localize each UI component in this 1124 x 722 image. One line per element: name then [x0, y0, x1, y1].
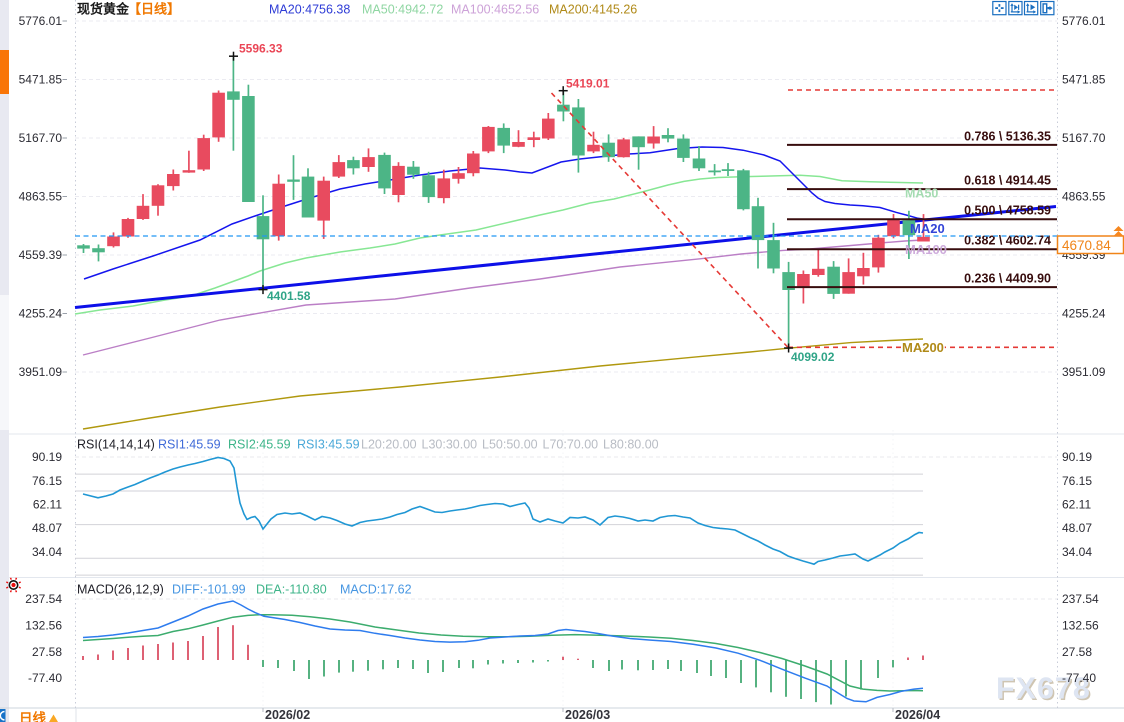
svg-text:3951.09: 3951.09	[19, 365, 63, 379]
svg-text:MACD:17.62: MACD:17.62	[340, 583, 412, 597]
svg-text:62.11: 62.11	[33, 498, 62, 512]
svg-text:0.382 \ 4602.74: 0.382 \ 4602.74	[964, 234, 1051, 248]
svg-text:2026/03: 2026/03	[565, 708, 610, 722]
svg-text:2026/02: 2026/02	[265, 708, 310, 722]
svg-text:L70:70.00: L70:70.00	[543, 438, 599, 452]
svg-text:5419.01: 5419.01	[566, 77, 610, 91]
svg-text:RSI2:45.59: RSI2:45.59	[228, 438, 291, 452]
svg-text:DEA:-110.80: DEA:-110.80	[256, 583, 327, 597]
svg-text:RSI1:45.59: RSI1:45.59	[158, 438, 221, 452]
svg-text:L80:80.00: L80:80.00	[603, 438, 659, 452]
svg-text:34.04: 34.04	[1062, 545, 1092, 559]
svg-text:48.07: 48.07	[1062, 521, 1092, 535]
svg-text:237.54: 237.54	[25, 592, 62, 606]
svg-text:76.15: 76.15	[1062, 474, 1092, 488]
svg-text:0.236 \ 4409.90: 0.236 \ 4409.90	[964, 272, 1051, 286]
svg-text:4863.55: 4863.55	[1062, 190, 1106, 204]
svg-text:【日线】: 【日线】	[128, 2, 180, 17]
svg-text:27.58: 27.58	[32, 645, 62, 659]
svg-text:-77.40: -77.40	[1062, 671, 1096, 685]
svg-text:MA20:4756.38: MA20:4756.38	[269, 3, 350, 17]
svg-text:MA200:4145.26: MA200:4145.26	[549, 3, 637, 17]
svg-text:0.500 \ 4758.59: 0.500 \ 4758.59	[964, 204, 1051, 218]
svg-text:2026/04: 2026/04	[895, 708, 940, 722]
svg-text:27.58: 27.58	[1062, 645, 1092, 659]
svg-text:5776.01: 5776.01	[19, 14, 63, 28]
svg-text:5596.33: 5596.33	[239, 42, 283, 56]
svg-text:RSI3:45.59: RSI3:45.59	[297, 438, 360, 452]
svg-text:MA50: MA50	[905, 187, 938, 201]
svg-text:34.04: 34.04	[32, 545, 62, 559]
svg-text:4255.24: 4255.24	[19, 307, 63, 321]
svg-text:L50:50.00: L50:50.00	[482, 438, 538, 452]
svg-text:132.56: 132.56	[1062, 619, 1099, 633]
svg-text:5167.70: 5167.70	[1062, 131, 1106, 145]
svg-text:L20:20.00: L20:20.00	[361, 438, 417, 452]
svg-text:90.19: 90.19	[32, 450, 62, 464]
svg-text:3951.09: 3951.09	[1062, 365, 1106, 379]
svg-text:日线: 日线	[19, 710, 46, 722]
svg-text:DIFF:-101.99: DIFF:-101.99	[172, 583, 246, 597]
svg-text:MA100: MA100	[905, 242, 947, 257]
svg-text:48.07: 48.07	[32, 521, 62, 535]
svg-text:76.15: 76.15	[32, 474, 62, 488]
svg-text:现货黄金: 现货黄金	[77, 2, 130, 17]
svg-text:90.19: 90.19	[1062, 450, 1092, 464]
svg-text:4559.39: 4559.39	[19, 248, 63, 262]
svg-text:MA100:4652.56: MA100:4652.56	[451, 3, 539, 17]
svg-text:4670.84: 4670.84	[1062, 238, 1111, 253]
svg-text:237.54: 237.54	[1062, 592, 1099, 606]
svg-text:FX678: FX678	[996, 672, 1091, 706]
svg-text:4099.02: 4099.02	[791, 350, 835, 364]
svg-text:0.618 \ 4914.45: 0.618 \ 4914.45	[964, 174, 1051, 188]
svg-text:132.56: 132.56	[25, 619, 62, 633]
svg-text:62.11: 62.11	[1062, 498, 1091, 512]
svg-text:MA200: MA200	[902, 340, 944, 355]
svg-text:4863.55: 4863.55	[19, 190, 63, 204]
svg-text:L30:30.00: L30:30.00	[422, 438, 478, 452]
svg-text:4255.24: 4255.24	[1062, 307, 1106, 321]
svg-text:MA50:4942.72: MA50:4942.72	[362, 3, 443, 17]
svg-text:4401.58: 4401.58	[267, 289, 311, 303]
svg-text:5471.85: 5471.85	[1062, 73, 1106, 87]
svg-text:FX678: FX678	[998, 673, 1093, 707]
svg-text:5167.70: 5167.70	[19, 131, 63, 145]
svg-text:0.786 \ 5136.35: 0.786 \ 5136.35	[964, 129, 1051, 143]
svg-text:MACD(26,12,9): MACD(26,12,9)	[77, 583, 164, 597]
svg-text:-77.40: -77.40	[28, 671, 62, 685]
svg-text:5776.01: 5776.01	[1062, 14, 1106, 28]
svg-text:5471.85: 5471.85	[19, 73, 63, 87]
svg-text:MA20: MA20	[910, 221, 945, 236]
svg-text:RSI(14,14,14): RSI(14,14,14)	[77, 438, 155, 452]
